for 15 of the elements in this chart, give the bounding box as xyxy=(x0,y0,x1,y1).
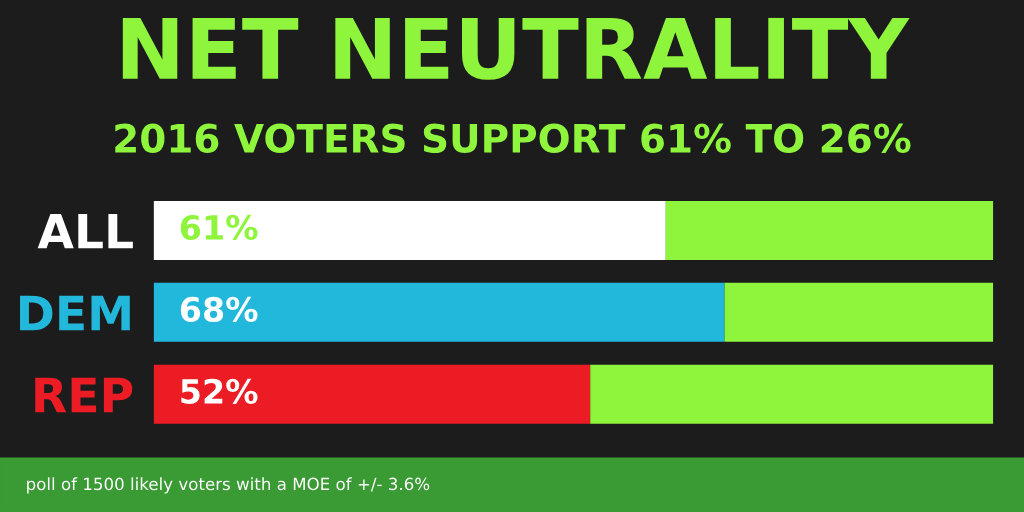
chart-subtitle: 2016 VOTERS SUPPORT 61% TO 26% xyxy=(115,123,911,153)
y-tick-label: ALL xyxy=(37,213,133,249)
text: poll of 1500 likely voters with a MOE of +/- 3.6% xyxy=(27,477,430,494)
y-tick-label: REP xyxy=(35,377,133,413)
bar xyxy=(724,282,994,342)
bar xyxy=(590,364,994,424)
bar xyxy=(153,282,725,342)
chart-title: NET NEUTRALITY xyxy=(122,17,910,80)
bar xyxy=(665,200,994,260)
bar xyxy=(153,364,591,424)
y-tick-label: DEM xyxy=(20,295,130,331)
bar xyxy=(153,200,666,260)
data-label: 61% xyxy=(180,214,258,241)
data-label: 68% xyxy=(180,296,258,322)
data-label: 52% xyxy=(181,378,258,404)
